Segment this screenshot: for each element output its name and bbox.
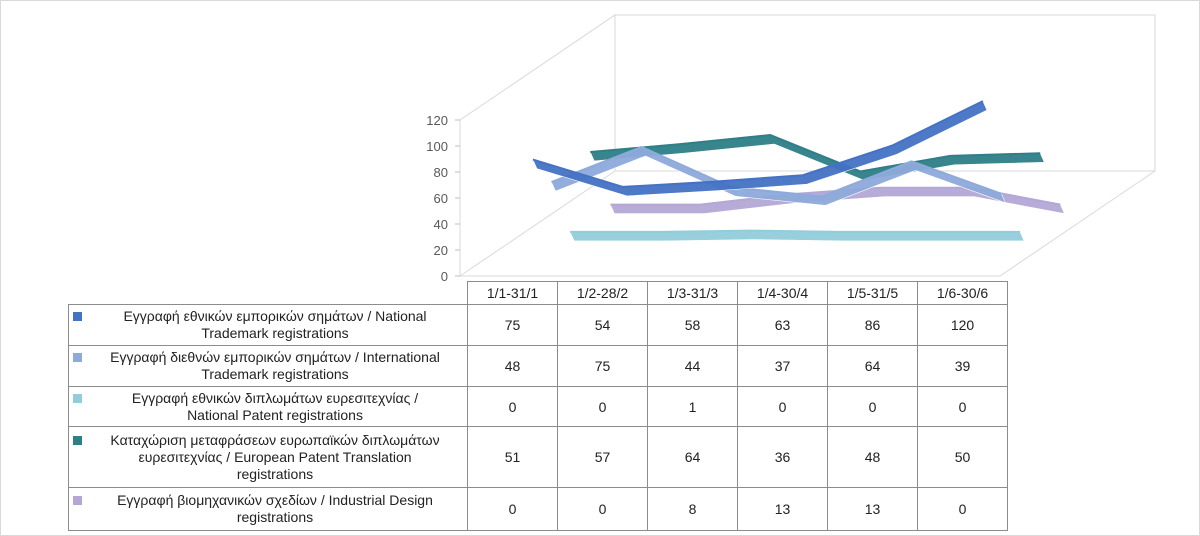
series-ribbon xyxy=(532,100,988,197)
series-name-line: ευρεσιτεχνίας / European Patent Translat… xyxy=(138,448,412,465)
data-label: 39 xyxy=(917,345,1008,387)
y-tick-label: 40 xyxy=(434,217,448,232)
data-table: 1/1-31/1 1/2-28/2 1/3-31/3 1/4-30/4 1/5-… xyxy=(68,281,1008,531)
table-corner xyxy=(69,282,468,305)
series-line xyxy=(570,229,1021,233)
series-label: Εγγραφή βιομηχανικών σχεδίων / Industria… xyxy=(68,487,468,531)
data-label: 51 xyxy=(467,426,558,488)
data-label: 75 xyxy=(557,345,648,387)
data-label: 50 xyxy=(917,426,1008,488)
legend-key-icon xyxy=(73,353,82,362)
category-label: 1/5-31/5 xyxy=(827,281,918,305)
data-label: 8 xyxy=(647,487,738,531)
data-label: 75 xyxy=(467,304,558,346)
data-label: 0 xyxy=(467,386,558,427)
series-name-line: Εγγραφή διεθνών εμπορικών σημάτων / Inte… xyxy=(110,349,440,365)
category-label: 1/3-31/3 xyxy=(647,281,738,305)
category-label: 1/1-31/1 xyxy=(467,281,558,305)
series-name-line: registrations xyxy=(236,465,314,482)
series-label: Καταχώριση μεταφράσεων ευρωπαϊκών διπλωμ… xyxy=(68,426,468,488)
y-tick-label: 20 xyxy=(434,243,448,258)
floor xyxy=(460,170,1156,277)
legend-key-icon xyxy=(73,312,82,321)
series-name-line: Εγγραφή εθνικών διπλωμάτων ευρεσιτεχνίας… xyxy=(131,389,419,406)
series-name-line: National Patent registrations xyxy=(187,406,363,423)
y-tick-label: 0 xyxy=(441,269,448,284)
legend-key-icon xyxy=(73,435,82,445)
category-label: 1/6-30/6 xyxy=(917,281,1008,305)
data-label: 0 xyxy=(917,487,1008,531)
data-label: 63 xyxy=(737,304,828,346)
data-label: 1 xyxy=(647,386,738,427)
data-label: 0 xyxy=(737,386,828,427)
y-tick-label: 60 xyxy=(434,191,448,206)
data-label: 54 xyxy=(557,304,648,346)
y-tick-label: 120 xyxy=(426,113,448,128)
data-label: 0 xyxy=(557,487,648,531)
legend-key-icon xyxy=(73,393,82,403)
data-label: 48 xyxy=(827,426,918,488)
series-line xyxy=(590,134,1041,173)
y-tick-label: 80 xyxy=(434,165,448,180)
data-label: 64 xyxy=(827,345,918,387)
data-label: 48 xyxy=(467,345,558,387)
series-label: Εγγραφή εθνικών διπλωμάτων ευρεσιτεχνίας… xyxy=(68,386,468,427)
data-label: 44 xyxy=(647,345,738,387)
series-line xyxy=(551,145,1002,198)
legend-key-icon xyxy=(73,496,82,505)
data-label: 37 xyxy=(737,345,828,387)
data-label: 0 xyxy=(827,386,918,427)
data-label: 0 xyxy=(467,487,558,531)
data-label: 13 xyxy=(827,487,918,531)
series-label: Εγγραφή διεθνών εμπορικών σημάτων / Inte… xyxy=(68,345,468,387)
data-label: 36 xyxy=(737,426,828,488)
data-label: 58 xyxy=(647,304,738,346)
series-name-line: Εγγραφή βιομηχανικών σχεδίων / Industria… xyxy=(117,492,433,508)
series-name-line: Εγγραφή εθνικών εμπορικών σημάτων / Nati… xyxy=(123,308,427,324)
y-axis-ticks: 0 20 40 60 80 100 120 xyxy=(426,113,460,284)
series-name-line: Trademark registrations xyxy=(201,325,349,341)
data-label: 0 xyxy=(917,386,1008,427)
data-label: 120 xyxy=(917,304,1008,346)
data-label: 13 xyxy=(737,487,828,531)
data-label: 0 xyxy=(557,386,648,427)
series-name-line: Καταχώριση μεταφράσεων ευρωπαϊκών διπλωμ… xyxy=(110,431,440,448)
series-lines xyxy=(532,100,1065,242)
data-label: 64 xyxy=(647,426,738,488)
series-label: Εγγραφή εθνικών εμπορικών σημάτων / Nati… xyxy=(68,304,468,346)
series-name-line: registrations xyxy=(236,509,314,525)
data-label: 57 xyxy=(557,426,648,488)
y-tick-label: 100 xyxy=(426,139,448,154)
category-label: 1/4-30/4 xyxy=(737,281,828,305)
data-label: 86 xyxy=(827,304,918,346)
series-line xyxy=(532,100,984,188)
series-name-line: Trademark registrations xyxy=(201,366,349,382)
category-label: 1/2-28/2 xyxy=(557,281,648,305)
